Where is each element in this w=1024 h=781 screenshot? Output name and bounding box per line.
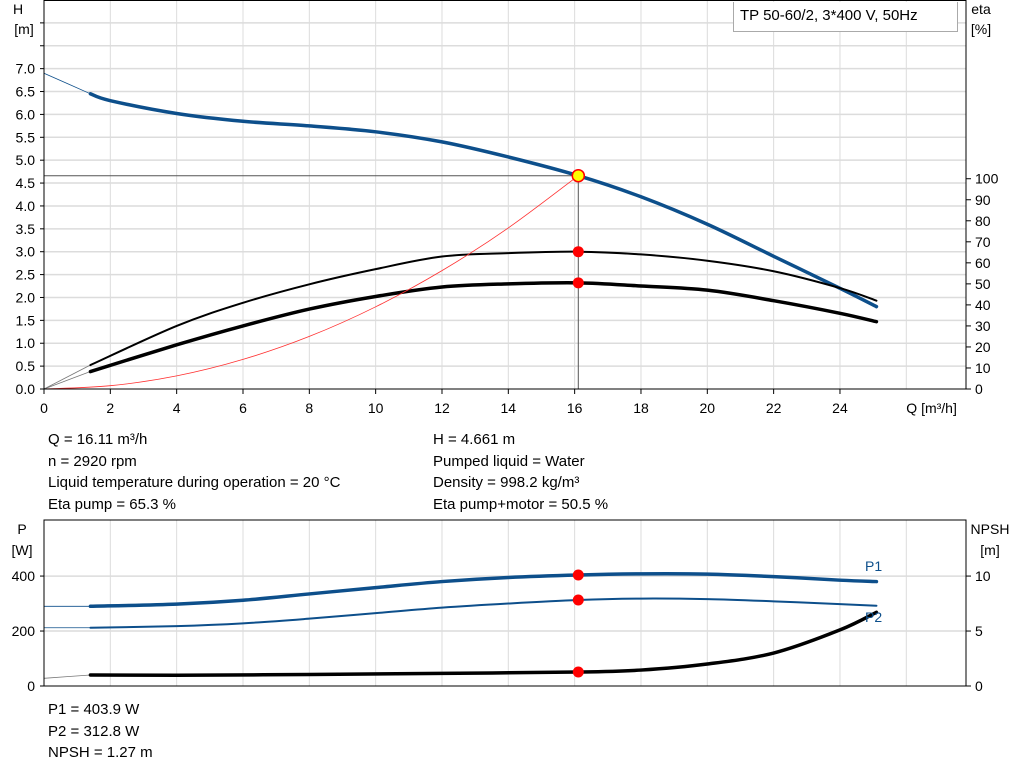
x-tick-label: 12 bbox=[434, 400, 450, 416]
y2-tick-label: 20 bbox=[975, 339, 991, 355]
density-readout: Density = 998.2 kg/m³ bbox=[433, 474, 580, 491]
y-tick-label: 6.5 bbox=[16, 84, 36, 100]
y2-tick-label: 70 bbox=[975, 234, 991, 250]
y-tick-label: 6.0 bbox=[16, 106, 36, 122]
p1-curve bbox=[88, 572, 879, 609]
x-tick-label: 24 bbox=[832, 400, 848, 416]
eta-pump-motor-marker bbox=[572, 277, 584, 289]
npsh-readout: NPSH = 1.27 m bbox=[48, 744, 153, 761]
npsh-tick-label: 10 bbox=[975, 568, 991, 584]
npsh-axis-unit: [m] bbox=[980, 542, 999, 558]
y-tick-label: 4.5 bbox=[16, 175, 36, 191]
eta-pump-marker bbox=[572, 246, 584, 258]
y2-tick-label: 90 bbox=[975, 192, 991, 208]
axes: 0 2 4 6 8 10 12 14 16 18 20 22 24 Q [m³/h]0.00.51.01.… bbox=[12, 0, 1010, 694]
x-tick-label: 6 bbox=[239, 400, 247, 416]
x-tick-label: 22 bbox=[766, 400, 782, 416]
eta-pump-curve bbox=[89, 250, 878, 367]
y2-tick-label: 30 bbox=[975, 318, 991, 334]
y2-axis-unit: [%] bbox=[971, 21, 991, 37]
y2-tick-label: 80 bbox=[975, 213, 991, 229]
h-curve bbox=[88, 92, 879, 309]
x-tick-label: 8 bbox=[305, 400, 313, 416]
liquid-readout: Pumped liquid = Water bbox=[433, 452, 585, 470]
y-tick-label: 1.5 bbox=[16, 312, 36, 328]
y-axis-label: H bbox=[13, 1, 23, 17]
x-tick-label: 14 bbox=[501, 400, 517, 416]
x-tick-label: 0 bbox=[40, 400, 48, 416]
pump-title: TP 50-60/2, 3*400 V, 50Hz bbox=[733, 2, 958, 32]
p2-label: P2 bbox=[865, 609, 882, 625]
y-tick-label: 7.0 bbox=[16, 61, 36, 77]
npsh-marker bbox=[572, 666, 584, 678]
npsh-curve bbox=[88, 610, 879, 677]
y-tick-label: 1.0 bbox=[16, 335, 36, 351]
npsh-tick-label: 5 bbox=[975, 623, 983, 639]
temperature-readout: Liquid temperature during operation = 20… bbox=[48, 474, 341, 491]
info-bottom: P1 = 403.9 W P2 = 312.8 W NPSH = 1.27 m bbox=[48, 699, 153, 764]
y2-axis-label: eta bbox=[971, 1, 991, 17]
info-top-right: H = 4.661 m Pumped liquid = Water Densit… bbox=[433, 429, 608, 515]
y-tick-label: 2.5 bbox=[16, 267, 36, 283]
eta-pump-motor-curve bbox=[88, 280, 879, 374]
y-tick-label: 3.5 bbox=[16, 221, 36, 237]
p-tick-label: 200 bbox=[12, 623, 36, 639]
y-tick-label: 2.0 bbox=[16, 289, 36, 305]
y-axis-unit: [m] bbox=[14, 21, 33, 37]
x-tick-label: 4 bbox=[173, 400, 181, 416]
p2-marker bbox=[572, 594, 584, 606]
speed-readout: n = 2920 rpm bbox=[48, 452, 137, 470]
p1-label: P1 bbox=[865, 558, 882, 574]
p-tick-label: 400 bbox=[12, 568, 36, 584]
npsh-axis-label: NPSH bbox=[971, 521, 1010, 537]
eta-pump-motor-readout: Eta pump+motor = 50.5 % bbox=[433, 495, 609, 513]
p-axis-unit: [W] bbox=[12, 542, 33, 558]
p2-readout: P2 = 312.8 W bbox=[48, 722, 140, 740]
eta-pump-readout: Eta pump = 65.3 % bbox=[48, 495, 176, 513]
y2-tick-label: 0 bbox=[975, 381, 983, 397]
x-tick-label: 2 bbox=[106, 400, 114, 416]
p1-marker bbox=[572, 569, 584, 581]
bottom-frame bbox=[43, 519, 967, 687]
x-tick-label: 18 bbox=[633, 400, 649, 416]
x-tick-label: 20 bbox=[700, 400, 716, 416]
head-readout: H = 4.661 m bbox=[433, 431, 516, 448]
p-axis-label: P bbox=[17, 521, 26, 537]
y-tick-label: 5.5 bbox=[16, 129, 36, 145]
p-tick-label: 0 bbox=[27, 678, 35, 694]
y2-tick-label: 50 bbox=[975, 276, 991, 292]
x-tick-label: 16 bbox=[567, 400, 583, 416]
x-axis-label: Q [m³/h] bbox=[906, 400, 957, 416]
y2-tick-label: 100 bbox=[975, 171, 999, 187]
y-tick-label: 0.0 bbox=[16, 381, 36, 397]
h-extension bbox=[43, 72, 91, 95]
y-tick-label: 0.5 bbox=[16, 358, 36, 374]
y2-tick-label: 10 bbox=[975, 360, 991, 376]
y-tick-label: 4.0 bbox=[16, 198, 36, 214]
npsh-extension bbox=[43, 674, 91, 679]
y-tick-label: 5.0 bbox=[16, 152, 36, 168]
curves: P1 P2 bbox=[43, 72, 882, 679]
operating-point-marker bbox=[571, 168, 586, 183]
y-tick-label: 3.0 bbox=[16, 244, 36, 260]
system-curve-curve bbox=[43, 175, 579, 390]
p1-readout: P1 = 403.9 W bbox=[48, 701, 140, 718]
eta_pump_motor-extension bbox=[43, 371, 91, 390]
y2-tick-label: 40 bbox=[975, 297, 991, 313]
info-top-left: Q = 16.11 m³/h n = 2920 rpm Liquid tempe… bbox=[48, 429, 340, 515]
npsh-tick-label: 0 bbox=[975, 678, 983, 694]
x-tick-label: 10 bbox=[368, 400, 384, 416]
y2-tick-label: 60 bbox=[975, 255, 991, 271]
eta_pump-extension bbox=[43, 364, 91, 390]
top-grid bbox=[44, 0, 966, 389]
flow-readout: Q = 16.11 m³/h bbox=[48, 431, 148, 448]
p2-curve bbox=[89, 597, 878, 629]
